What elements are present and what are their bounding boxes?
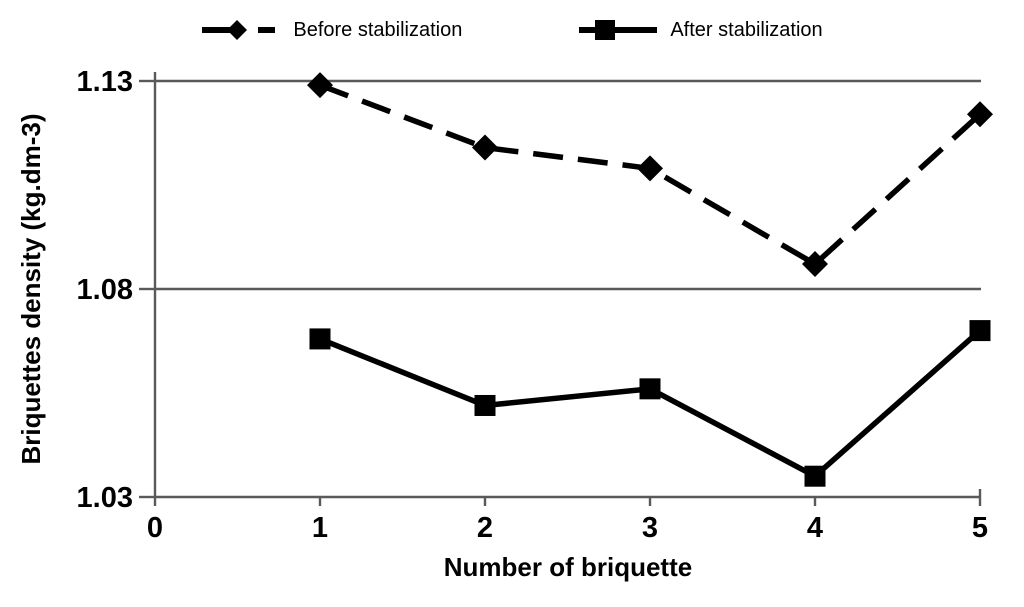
dashed-line-diamond-icon [202, 20, 276, 40]
y-tick-label: 1.08 [77, 274, 133, 306]
y-tick-label: 1.03 [77, 482, 133, 514]
axis-ticks [139, 79, 982, 506]
y-tick-label: 1.13 [77, 66, 133, 98]
data-point-square [309, 328, 331, 350]
x-tick-label: 3 [642, 512, 658, 544]
data-point-square [804, 465, 826, 487]
x-tick-label: 0 [147, 512, 163, 544]
y-axis-title: Briquettes density (kg.dm-3) [16, 113, 46, 464]
x-tick-label: 4 [807, 512, 823, 544]
data-point-square [639, 378, 661, 400]
x-axis-title: Number of briquette [444, 552, 692, 582]
legend-label-after: After stabilization [670, 18, 823, 41]
legend-item-after: After stabilization [578, 16, 823, 44]
solid-line-square-icon [579, 20, 658, 40]
data-series [307, 72, 993, 487]
x-tick-label: 2 [477, 512, 493, 544]
data-point-diamond [967, 101, 993, 128]
x-tick-label: 5 [972, 512, 988, 544]
chart-legend: Before stabilization After stabilization [0, 16, 1024, 44]
series-line-after [318, 328, 982, 480]
data-point-diamond [637, 155, 663, 182]
data-point-diamond [802, 251, 828, 278]
data-point-square [474, 394, 496, 416]
data-point-diamond [472, 134, 498, 161]
legend-item-before: Before stabilization [201, 16, 462, 44]
gridlines [155, 79, 981, 499]
data-point-diamond [307, 72, 333, 99]
legend-label-before: Before stabilization [293, 18, 463, 41]
x-tick-label: 1 [312, 512, 328, 544]
tick-labels: 1.03 1.08 1.13 0 1 2 3 4 5 [77, 66, 989, 544]
data-point-square [969, 320, 991, 342]
